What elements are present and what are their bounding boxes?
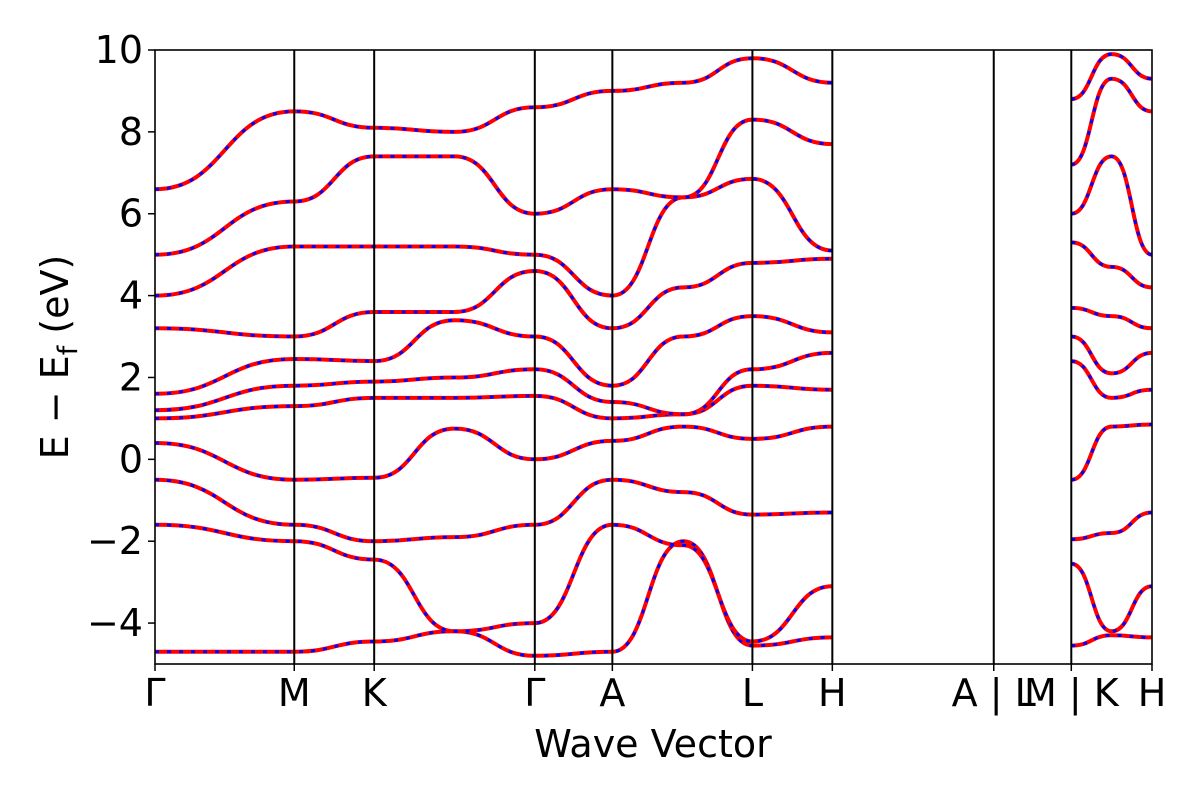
y-tick-label: −4 <box>87 601 143 645</box>
kpoint-lines <box>293 50 1073 664</box>
band-line-b-10 <box>154 52 1153 191</box>
x-tick-label: A | L <box>952 671 1036 716</box>
band-line-b-4 <box>154 359 1153 420</box>
y-tick-label: 2 <box>119 355 143 399</box>
band-line-b-3 <box>154 423 1153 482</box>
plot-frame <box>154 49 1153 665</box>
y-tick-label: 0 <box>119 437 143 481</box>
band-line-b-2 <box>154 478 1153 543</box>
band-line-a-5 <box>154 334 1153 417</box>
band-line-b-9 <box>154 77 1153 257</box>
x-tick-label: Γ <box>144 671 165 715</box>
y-axis-title-unit: (eV) <box>33 255 77 346</box>
y-tick-label: −2 <box>87 519 143 563</box>
band-line-a-3 <box>154 422 1153 482</box>
band-line-b-8 <box>154 154 1153 298</box>
x-tick-label: K <box>362 671 388 715</box>
y-tick-label: 4 <box>119 274 143 318</box>
band-line-a-6 <box>154 305 1153 396</box>
x-tick-label: Γ <box>524 671 545 715</box>
y-axis-title-subscript: f <box>53 344 84 355</box>
x-tick-label: H <box>1138 671 1167 715</box>
y-tick-label: 10 <box>95 28 143 72</box>
bands-layer <box>154 52 1153 658</box>
x-axis-title: Wave Vector <box>534 722 772 766</box>
band-line-a-0 <box>155 539 1153 658</box>
x-axis: Γ M K Γ A L H A | LM | K H <box>144 664 1166 716</box>
x-tick-label: M | K <box>1024 671 1120 716</box>
y-axis-title: E − Ef (eV) <box>33 255 84 460</box>
x-tick-label: M <box>278 671 311 715</box>
y-tick-label: 8 <box>119 110 143 154</box>
y-axis: 10 8 6 4 2 0 −2 −4 <box>87 28 155 645</box>
band-line-b-6 <box>154 306 1153 396</box>
band-line-a-10 <box>154 52 1153 192</box>
band-line-b-1 <box>154 523 1153 644</box>
x-tick-label: L <box>742 671 763 715</box>
y-axis-title-main: E − E <box>33 355 77 459</box>
band-line-a-8 <box>154 154 1153 298</box>
band-line-a-7 <box>154 240 1153 339</box>
x-tick-label: A <box>599 671 625 715</box>
band-line-b-7 <box>154 240 1153 339</box>
band-line-b-5 <box>154 335 1153 416</box>
x-tick-label: H <box>818 671 847 715</box>
band-line-b-0 <box>155 539 1153 658</box>
y-tick-label: 6 <box>119 192 143 236</box>
